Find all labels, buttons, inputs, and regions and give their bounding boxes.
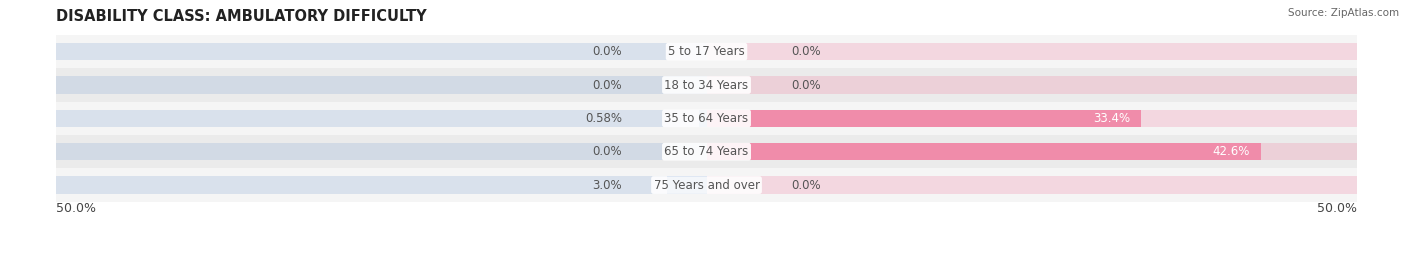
Bar	[699, 110, 707, 127]
Bar	[56, 76, 707, 94]
Text: 65 to 74 Years: 65 to 74 Years	[665, 145, 748, 158]
Text: 0.0%: 0.0%	[592, 79, 621, 91]
Text: 0.0%: 0.0%	[792, 179, 821, 192]
Text: 42.6%: 42.6%	[1213, 145, 1250, 158]
Bar	[668, 176, 707, 194]
Text: 33.4%: 33.4%	[1094, 112, 1130, 125]
Bar	[707, 143, 1357, 160]
Text: 35 to 64 Years: 35 to 64 Years	[665, 112, 748, 125]
Bar	[707, 176, 1357, 194]
Text: 0.0%: 0.0%	[792, 45, 821, 58]
Bar	[56, 135, 1357, 168]
Text: 0.0%: 0.0%	[592, 45, 621, 58]
Text: 18 to 34 Years: 18 to 34 Years	[665, 79, 748, 91]
Bar	[56, 35, 1357, 68]
Bar	[707, 143, 1261, 160]
Text: DISABILITY CLASS: AMBULATORY DIFFICULTY: DISABILITY CLASS: AMBULATORY DIFFICULTY	[56, 9, 427, 24]
Bar	[56, 68, 1357, 102]
Bar	[707, 43, 1357, 60]
Bar	[56, 102, 1357, 135]
Text: 50.0%: 50.0%	[1317, 202, 1357, 215]
Bar	[707, 110, 1357, 127]
Text: 0.0%: 0.0%	[792, 79, 821, 91]
Text: Source: ZipAtlas.com: Source: ZipAtlas.com	[1288, 8, 1399, 18]
Bar	[56, 143, 707, 160]
Bar	[707, 76, 1357, 94]
Text: 50.0%: 50.0%	[56, 202, 96, 215]
Text: 5 to 17 Years: 5 to 17 Years	[668, 45, 745, 58]
Text: 0.0%: 0.0%	[592, 145, 621, 158]
Bar	[56, 168, 1357, 202]
Bar	[56, 110, 707, 127]
Text: 3.0%: 3.0%	[592, 179, 621, 192]
Text: 0.58%: 0.58%	[585, 112, 621, 125]
Text: 75 Years and over: 75 Years and over	[654, 179, 759, 192]
Bar	[56, 43, 707, 60]
Bar	[707, 110, 1140, 127]
Bar	[56, 176, 707, 194]
